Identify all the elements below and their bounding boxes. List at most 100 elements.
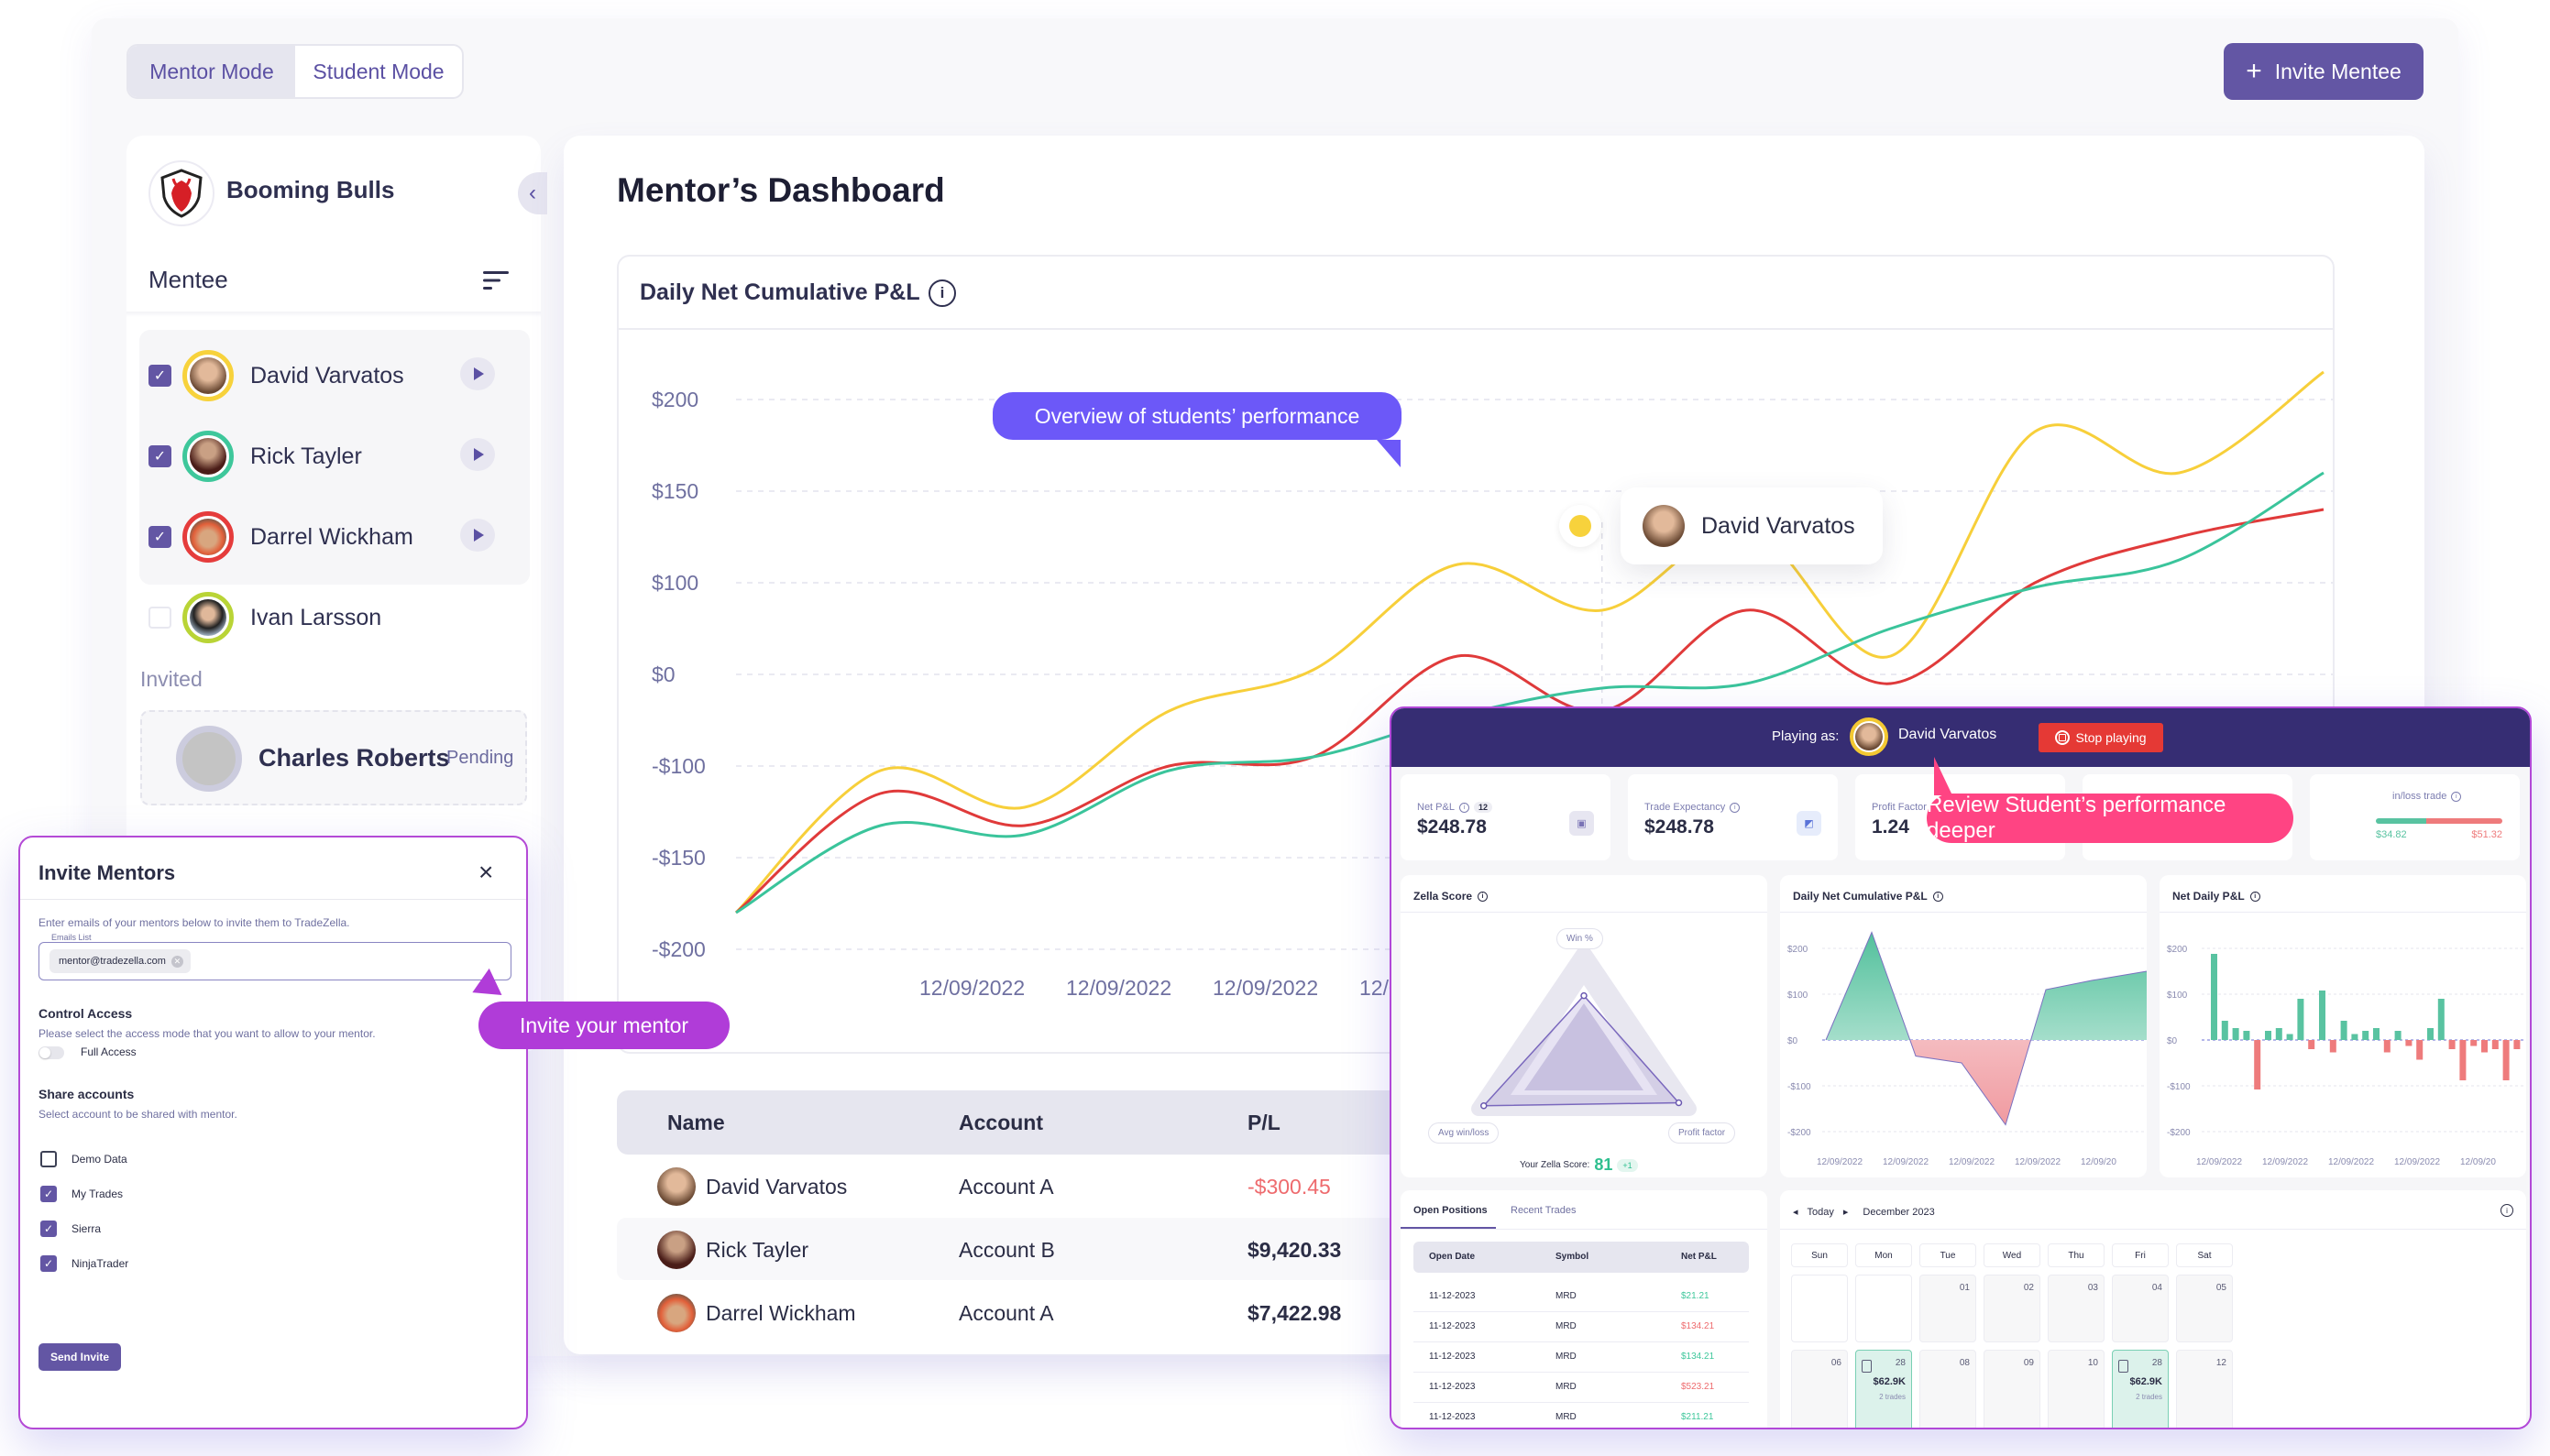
close-icon[interactable]: ×	[478, 858, 494, 886]
mentee-name: David Varvatos	[250, 362, 404, 389]
calendar-day[interactable]: 04	[2112, 1275, 2169, 1342]
x-tick-label: 12/09/2022	[1213, 976, 1318, 1000]
column-header-account: Account	[959, 1111, 1043, 1134]
info-icon[interactable]: i	[929, 279, 956, 307]
y-tick-label: -$200	[1787, 1128, 1811, 1138]
avatar	[182, 431, 234, 482]
stop-playing-label: Stop playing	[2075, 730, 2147, 745]
position-symbol: MRD	[1555, 1412, 1577, 1422]
mentee-checkbox[interactable]: ✓	[148, 526, 171, 548]
calendar-day[interactable]: 05	[2176, 1275, 2233, 1342]
email-chip[interactable]: mentor@tradezella.com ✕	[49, 949, 191, 973]
account-checkbox[interactable]: ✓	[40, 1221, 57, 1237]
play-as-button[interactable]	[460, 357, 495, 390]
bar	[2340, 1021, 2347, 1040]
chart-icon: ◩	[1797, 811, 1821, 836]
mentee-checkbox[interactable]: ✓	[148, 445, 171, 467]
next-month-icon[interactable]: ▸	[1842, 1207, 1849, 1218]
info-icon[interactable]: i	[1478, 891, 1489, 902]
full-access-toggle[interactable]	[38, 1046, 64, 1059]
zella-score-readout: Your Zella Score: 81 +1	[1520, 1155, 1638, 1175]
cumulative-pnl-card: Daily Net Cumulative P&L i $200 $100 $0 -$10…	[1780, 875, 2147, 1177]
calendar-day[interactable]: 08	[1919, 1350, 1976, 1428]
emails-input[interactable]	[38, 942, 511, 980]
tab-open-positions[interactable]: Open Positions	[1413, 1205, 1488, 1216]
mentee-name: Darrel Wickham	[250, 523, 413, 550]
calendar-day[interactable]	[1791, 1275, 1848, 1342]
today-button[interactable]: Today	[1807, 1206, 1834, 1218]
position-row[interactable]: 11-12-2023 MRD $134.21	[1413, 1312, 1749, 1342]
calendar-day[interactable]: 10	[2048, 1350, 2105, 1428]
calendar-day[interactable]: 12	[2176, 1350, 2233, 1428]
note-icon[interactable]	[1862, 1360, 1872, 1373]
bar	[2470, 1040, 2478, 1046]
position-pnl: $523.21	[1681, 1382, 1715, 1392]
row-pl: -$300.45	[1248, 1175, 1331, 1199]
calendar-day[interactable]: 09	[1984, 1350, 2040, 1428]
calendar-card: ◂ Today ▸ December 2023 i Sun Mon Tue Wed Th…	[1780, 1190, 2526, 1428]
bar	[2405, 1040, 2413, 1046]
account-label: Sierra	[71, 1222, 102, 1235]
calendar-day[interactable]: 28 $62.9K 2 trades	[2112, 1350, 2169, 1428]
info-icon[interactable]: i	[1932, 891, 1943, 902]
tab-student-mode[interactable]: Student Mode	[313, 59, 445, 83]
mentee-item[interactable]: ✓ Rick Tayler	[147, 420, 522, 493]
info-icon[interactable]: i	[2501, 1204, 2513, 1217]
info-icon[interactable]: i	[2249, 891, 2260, 902]
info-icon[interactable]: i	[1458, 802, 1469, 813]
info-icon[interactable]: i	[1730, 802, 1741, 813]
prev-month-icon[interactable]: ◂	[1793, 1207, 1798, 1218]
x-tick-label: 12/09/2022	[1883, 1157, 1929, 1167]
series-line-rick-tayler	[735, 471, 2325, 914]
bar	[2373, 1028, 2380, 1040]
position-row[interactable]: 11-12-2023 MRD $134.21	[1413, 1342, 1749, 1373]
tab-recent-trades[interactable]: Recent Trades	[1511, 1205, 1577, 1216]
note-icon[interactable]	[2118, 1360, 2128, 1373]
account-checkbox[interactable]: ✓	[40, 1255, 57, 1272]
account-checkbox[interactable]: ✓	[40, 1186, 57, 1202]
calendar-day[interactable]: 06	[1791, 1350, 1848, 1428]
invite-mentee-button[interactable]: + Invite Mentee	[2224, 43, 2424, 100]
x-tick-label: 12/09/2022	[2328, 1157, 2374, 1167]
position-row[interactable]: 11-12-2023 MRD $21.21	[1413, 1282, 1749, 1312]
chart-highlight-point[interactable]	[1559, 505, 1601, 547]
calendar-day[interactable]	[1855, 1275, 1912, 1342]
collapse-sidebar-button[interactable]: ‹	[518, 172, 547, 214]
brand-logo	[148, 160, 214, 226]
mentee-item[interactable]: ✓ David Varvatos	[147, 339, 522, 412]
calendar-day[interactable]: 02	[1984, 1275, 2040, 1342]
x-tick-label: 12/09/2022	[919, 976, 1025, 1000]
tooltip-name: David Varvatos	[1701, 512, 1855, 539]
remove-chip-icon[interactable]: ✕	[170, 955, 183, 968]
bar	[2265, 1031, 2271, 1040]
full-access-label: Full Access	[81, 1045, 137, 1058]
position-row[interactable]: 11-12-2023 MRD $523.21	[1413, 1373, 1749, 1403]
bull-shield-icon	[160, 169, 203, 218]
bar	[2427, 1028, 2434, 1040]
mentee-item[interactable]: Ivan Larsson	[147, 581, 522, 654]
stat-label: in/loss trade i	[2392, 791, 2462, 802]
account-checkbox[interactable]	[40, 1151, 57, 1167]
position-symbol: MRD	[1555, 1321, 1577, 1331]
y-tick-label: -$200	[2167, 1128, 2191, 1138]
calendar-day[interactable]: 01	[1919, 1275, 1976, 1342]
calendar-day[interactable]: 28 $62.9K 2 trades	[1855, 1350, 1912, 1428]
send-invite-button[interactable]: Send Invite	[38, 1343, 121, 1371]
play-as-button[interactable]	[460, 438, 495, 471]
mentee-item[interactable]: ✓ Darrel Wickham	[147, 500, 522, 574]
card-title: Daily Net Cumulative P&L i	[1793, 890, 1943, 903]
x-tick-label: 12/09/2022	[2196, 1157, 2242, 1167]
stop-playing-button[interactable]: Stop playing	[2039, 723, 2163, 752]
net-daily-pnl-card: Net Daily P&L i $200 $100 $0 -$100 -$200 12/09…	[2160, 875, 2526, 1177]
info-icon[interactable]: i	[2451, 791, 2462, 802]
sort-icon[interactable]	[483, 269, 509, 291]
calendar-day[interactable]: 03	[2048, 1275, 2105, 1342]
play-as-button[interactable]	[460, 519, 495, 552]
stat-label: Net P&L i 12	[1417, 802, 1492, 813]
mentee-checkbox[interactable]: ✓	[148, 365, 171, 387]
y-tick-label: $200	[1787, 945, 1808, 955]
position-row[interactable]: 11-12-2023 MRD $211.21	[1413, 1403, 1749, 1428]
tab-mentor-mode[interactable]: Mentor Mode	[128, 46, 295, 97]
mode-toggle[interactable]: Mentor Mode Student Mode	[126, 44, 464, 99]
mentee-checkbox[interactable]	[148, 607, 171, 629]
